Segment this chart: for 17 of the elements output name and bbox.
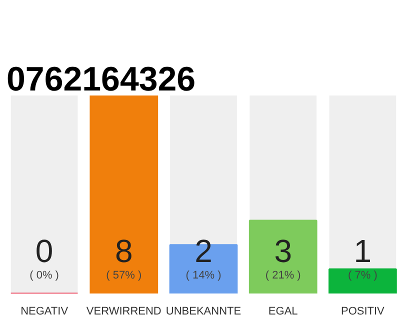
annotation: 3: [274, 233, 292, 269]
x-tick-label: EGAL: [268, 306, 298, 318]
x-tick-label: NEGATIV: [20, 306, 69, 318]
x-tick-label: POSITIV: [341, 306, 386, 318]
annotation: 0: [35, 233, 54, 269]
x-tick-label: UNBEKANNTE: [166, 306, 242, 318]
data-label: ( 7% ): [348, 270, 378, 282]
bar: [328, 268, 397, 294]
chart-title: 0762164326: [6, 60, 196, 98]
data-label: ( 57% ): [106, 270, 142, 282]
annotation: 8: [115, 233, 133, 269]
data-label: ( 21% ): [265, 270, 301, 282]
data-label: ( 0% ): [30, 270, 59, 282]
data-label: ( 14% ): [186, 270, 222, 282]
x-tick-label: VERWIRREND: [86, 306, 162, 318]
annotation: 2: [194, 233, 212, 269]
annotation: 1: [354, 233, 372, 269]
